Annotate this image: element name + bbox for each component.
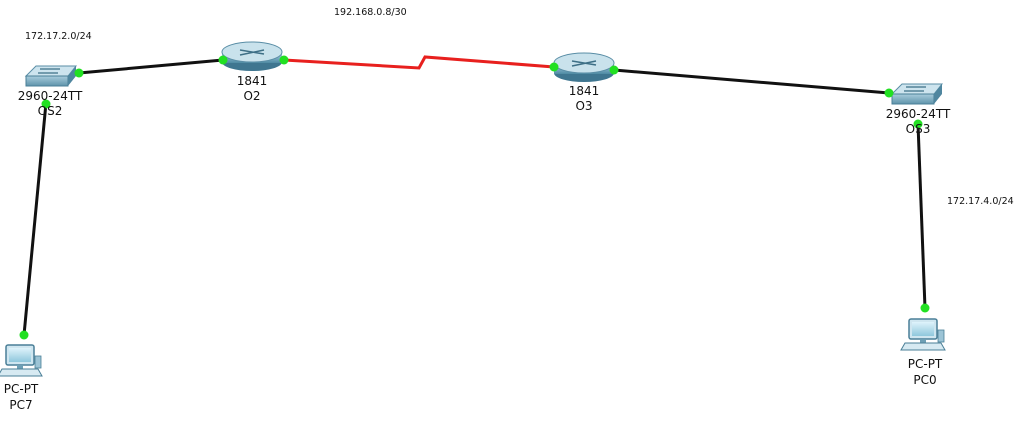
switch-os3-name-label: OS3 [905, 122, 931, 136]
switch-arrows-icon [38, 68, 60, 74]
link-os2-pc7[interactable] [22, 102, 48, 336]
port-up-dot [19, 330, 29, 340]
port-up-dot [609, 65, 619, 75]
pc-pc7-model-label: PC-PT [3, 382, 39, 396]
pc-pc0-model-label: PC-PT [907, 357, 943, 371]
port-up-dot [884, 88, 894, 98]
switch-os2[interactable] [24, 65, 78, 87]
port-up-dot [920, 303, 930, 313]
link-o3-os3[interactable] [613, 68, 890, 95]
router-arrows-icon [571, 60, 597, 67]
port-up-dot [913, 119, 923, 129]
link-os2-o2[interactable] [78, 58, 224, 75]
network-label-lan-left: 172.17.2.0/24 [25, 31, 92, 42]
switch-os2-name-label: OS2 [37, 104, 63, 118]
network-label-wan: 192.168.0.8/30 [334, 7, 407, 18]
port-up-dot [279, 55, 289, 65]
serial-link-o2-o3[interactable] [283, 55, 555, 70]
switch-os2-model-label: 2960-24TT [17, 89, 83, 103]
link-os3-pc0[interactable] [916, 123, 927, 309]
router-o3-model-label: 1841 [568, 84, 600, 98]
router-o3[interactable] [553, 52, 615, 82]
switch-os3[interactable] [890, 83, 944, 105]
port-up-dot [74, 68, 84, 78]
pc-pc0[interactable] [900, 318, 946, 351]
router-o2-name-label: O2 [243, 89, 261, 103]
pc-pc7[interactable] [0, 344, 43, 377]
router-o2-model-label: 1841 [236, 74, 268, 88]
network-label-lan-right: 172.17.4.0/24 [947, 196, 1014, 207]
port-status-indicators [19, 55, 930, 340]
pc-pc7-name-label: PC7 [9, 398, 33, 412]
switch-os3-model-label: 2960-24TT [885, 107, 951, 121]
port-up-dot [41, 99, 51, 109]
switch-arrows-icon [904, 86, 926, 92]
router-o3-name-label: O3 [575, 99, 593, 113]
pc-pc0-name-label: PC0 [913, 373, 937, 387]
port-up-dot [218, 55, 228, 65]
port-up-dot [549, 62, 559, 72]
router-arrows-icon [239, 49, 265, 56]
router-o2[interactable] [221, 41, 283, 71]
